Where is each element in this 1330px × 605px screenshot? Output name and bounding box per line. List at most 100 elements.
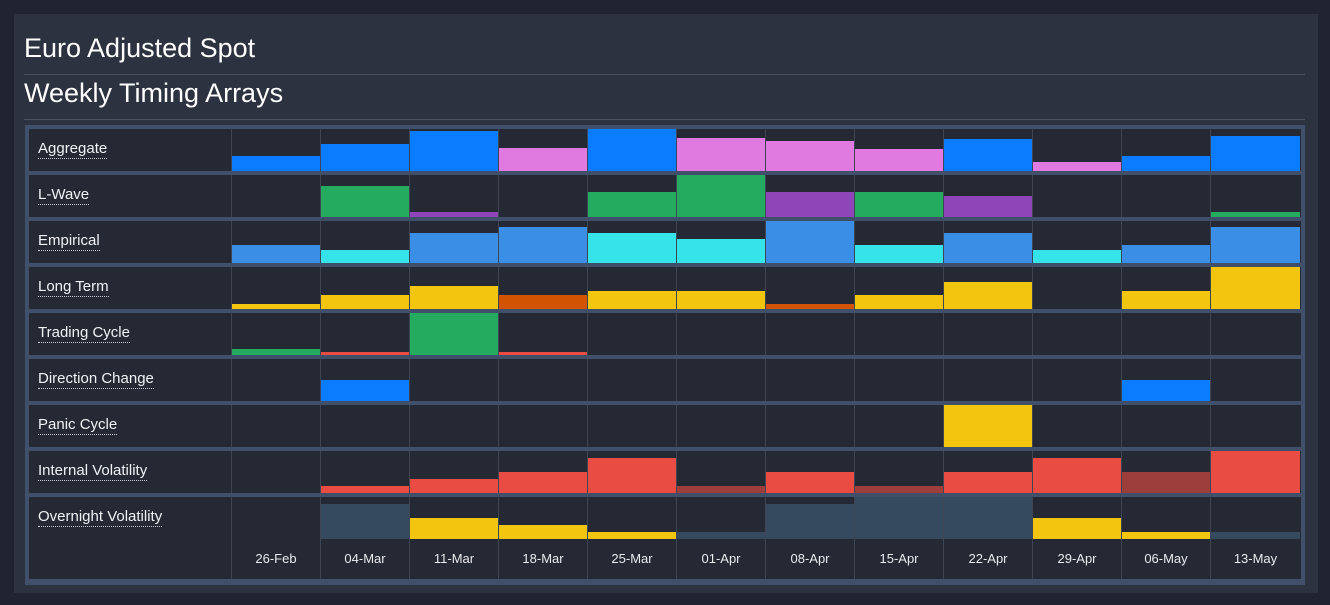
date-label: 13-May bbox=[1233, 551, 1278, 566]
array-cell bbox=[232, 175, 321, 217]
array-cell bbox=[855, 129, 944, 171]
array-cell bbox=[855, 313, 944, 355]
array-cell bbox=[766, 451, 855, 493]
row-label-link[interactable]: Panic Cycle bbox=[38, 416, 118, 435]
date-label: 15-Apr bbox=[855, 539, 944, 579]
row-label-link[interactable]: Aggregate bbox=[38, 140, 108, 159]
timing-array-grid: 26-Feb 04-Mar 11-Mar 18-Mar 25-Mar 01-Apr 08-A… bbox=[25, 125, 1305, 585]
array-bar bbox=[855, 245, 943, 263]
array-bar bbox=[499, 295, 587, 309]
array-bar bbox=[855, 295, 943, 309]
array-cell bbox=[588, 221, 677, 263]
array-cell bbox=[1122, 313, 1211, 355]
row-label-link[interactable]: Internal Volatility bbox=[38, 462, 148, 481]
array-bar bbox=[410, 518, 498, 539]
array-cell bbox=[944, 313, 1033, 355]
array-cell bbox=[588, 405, 677, 447]
array-bar bbox=[1122, 472, 1210, 493]
array-cell bbox=[677, 405, 766, 447]
array-bar bbox=[1211, 212, 1300, 217]
date-label: 06-May bbox=[1122, 539, 1211, 579]
array-cell bbox=[410, 313, 499, 355]
array-cell bbox=[588, 313, 677, 355]
page-title: Euro Adjusted Spot bbox=[24, 33, 256, 63]
array-bar bbox=[1122, 532, 1210, 539]
array-cell bbox=[1122, 497, 1211, 539]
array-bar bbox=[410, 212, 498, 217]
array-bar bbox=[944, 196, 1032, 217]
array-bar bbox=[588, 291, 676, 309]
row-label-link[interactable]: Long Term bbox=[38, 278, 109, 297]
row-label-link[interactable]: Trading Cycle bbox=[38, 324, 130, 343]
row-label-cell: Trading Cycle bbox=[29, 313, 232, 355]
array-cell bbox=[588, 359, 677, 401]
row-label-cell: Internal Volatility bbox=[29, 451, 232, 493]
array-bar bbox=[944, 405, 1032, 447]
array-bar bbox=[766, 192, 854, 217]
array-row: Long Term bbox=[29, 267, 1301, 309]
array-bar bbox=[944, 472, 1032, 493]
array-bar bbox=[855, 192, 943, 217]
row-label-cell: Long Term bbox=[29, 267, 232, 309]
array-cell bbox=[944, 405, 1033, 447]
array-bar bbox=[499, 352, 587, 355]
array-bar bbox=[677, 175, 765, 217]
array-cell bbox=[321, 175, 410, 217]
array-cell bbox=[677, 129, 766, 171]
array-cell bbox=[1211, 405, 1300, 447]
array-cell bbox=[1211, 129, 1300, 171]
array-bar bbox=[321, 295, 409, 309]
array-bar bbox=[499, 472, 587, 493]
array-bar bbox=[766, 221, 854, 263]
array-cell bbox=[766, 497, 855, 539]
array-cell bbox=[855, 497, 944, 539]
array-row: Panic Cycle bbox=[29, 405, 1301, 447]
array-bar bbox=[1211, 267, 1300, 309]
date-label: 18-Mar bbox=[499, 539, 588, 579]
array-bar bbox=[677, 532, 765, 539]
array-bar bbox=[766, 304, 854, 309]
row-label-link[interactable]: Empirical bbox=[38, 232, 100, 251]
date-axis-spacer bbox=[29, 539, 232, 579]
array-cell bbox=[1033, 313, 1122, 355]
array-cell bbox=[1211, 359, 1300, 401]
array-cell bbox=[1122, 359, 1211, 401]
array-bar bbox=[1211, 532, 1300, 539]
array-cell bbox=[499, 267, 588, 309]
array-cell bbox=[944, 129, 1033, 171]
array-bar bbox=[677, 291, 765, 309]
array-bar bbox=[232, 245, 320, 263]
array-cell bbox=[855, 359, 944, 401]
array-bar bbox=[766, 504, 854, 539]
array-row: L-Wave bbox=[29, 175, 1301, 217]
row-label-link[interactable]: L-Wave bbox=[38, 186, 90, 205]
row-label-cell: Overnight Volatility bbox=[29, 497, 232, 539]
array-bar bbox=[232, 349, 320, 355]
array-cell bbox=[766, 175, 855, 217]
array-bar bbox=[1033, 162, 1121, 171]
array-cell bbox=[321, 497, 410, 539]
array-cell bbox=[944, 451, 1033, 493]
row-label-cell: Panic Cycle bbox=[29, 405, 232, 447]
array-bar bbox=[410, 286, 498, 309]
array-bar bbox=[1122, 245, 1210, 263]
array-cell bbox=[499, 359, 588, 401]
array-bar bbox=[588, 458, 676, 493]
row-label-link[interactable]: Direction Change bbox=[38, 370, 154, 389]
array-row: Aggregate bbox=[29, 129, 1301, 171]
array-bar bbox=[766, 141, 854, 171]
date-label: 11-Mar bbox=[410, 539, 499, 579]
array-cell bbox=[766, 267, 855, 309]
array-bar bbox=[321, 352, 409, 355]
array-cell bbox=[1211, 497, 1300, 539]
array-cell bbox=[1211, 451, 1300, 493]
array-cell bbox=[410, 129, 499, 171]
row-label-link[interactable]: Overnight Volatility bbox=[38, 508, 163, 527]
array-cell bbox=[1033, 497, 1122, 539]
array-cell bbox=[855, 221, 944, 263]
array-bar bbox=[677, 239, 765, 263]
date-label: 04-Mar bbox=[321, 539, 410, 579]
array-cell bbox=[321, 267, 410, 309]
array-cell bbox=[410, 221, 499, 263]
array-cell bbox=[499, 129, 588, 171]
